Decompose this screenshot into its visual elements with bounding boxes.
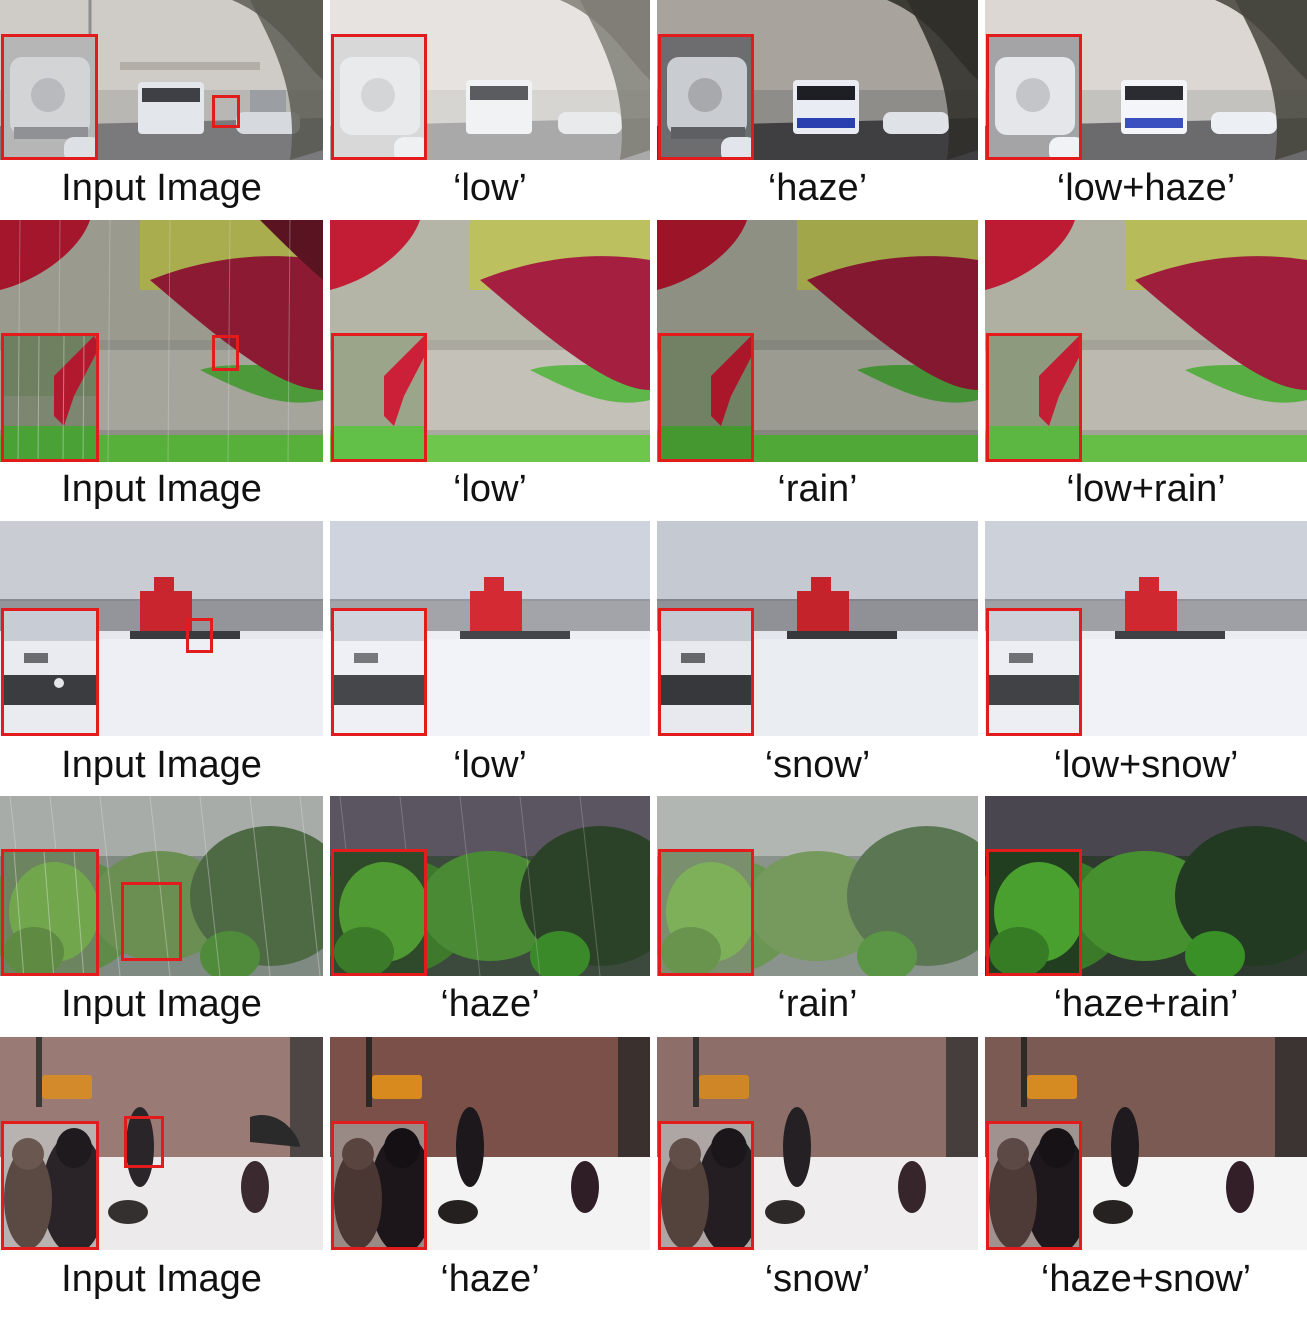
zoom-inset [1, 34, 98, 160]
caption-rain: ‘rain’ [777, 983, 858, 1025]
caption-input-image: Input Image [61, 468, 262, 510]
zoom-inset [658, 1121, 754, 1250]
caption-haze: ‘haze’ [440, 983, 540, 1025]
zoom-inset [1, 849, 99, 976]
cell-low: ‘low’ [330, 521, 650, 791]
zoom-inset [1, 1121, 99, 1250]
zoom-inset [658, 34, 754, 160]
zoom-inset [331, 1121, 427, 1250]
caption-input-image: Input Image [61, 744, 262, 786]
zoom-inset [658, 849, 754, 976]
zoom-inset [331, 608, 427, 736]
cell-low-haze: ‘low+haze’ [985, 0, 1307, 215]
cell-haze: ‘haze’ [657, 0, 978, 215]
cell-input: Input Image [0, 1037, 323, 1324]
cell-input: Input Image [0, 0, 323, 215]
cell-haze: ‘haze’ [330, 796, 650, 1032]
caption-snow: ‘snow’ [764, 744, 871, 786]
caption-low-rain: ‘low+rain’ [1066, 468, 1226, 510]
cell-haze-snow: ‘haze+snow’ [985, 1037, 1307, 1324]
row-city-snow: Input Image [0, 1037, 1307, 1324]
cell-rain: ‘rain’ [657, 220, 978, 515]
caption-low-haze: ‘low+haze’ [1056, 167, 1236, 209]
crop-marker-box [121, 882, 182, 961]
zoom-inset [1, 608, 99, 736]
row-garden-rain: Input Image [0, 220, 1307, 515]
street-scene-image [330, 0, 650, 160]
caption-input-image: Input Image [61, 167, 262, 209]
caption-input-image: Input Image [61, 983, 262, 1025]
cell-low-rain: ‘low+rain’ [985, 220, 1307, 515]
zoom-inset [331, 849, 427, 976]
caption-input-image: Input Image [61, 1258, 262, 1300]
cell-snow: ‘snow’ [657, 521, 978, 791]
cell-haze-rain: ‘haze+rain’ [985, 796, 1307, 1032]
caption-haze-rain: ‘haze+rain’ [1053, 983, 1239, 1025]
caption-low: ‘low’ [453, 744, 527, 786]
row-street-haze: Input Image [0, 0, 1307, 215]
zoom-inset [658, 608, 754, 736]
cell-rain: ‘rain’ [657, 796, 978, 1032]
crop-marker-box [186, 618, 213, 653]
cell-low: ‘low’ [330, 0, 650, 215]
row-forest-rain: Input Image [0, 796, 1307, 1032]
caption-low-snow: ‘low+snow’ [1053, 744, 1239, 786]
zoom-inset [986, 333, 1082, 462]
zoom-inset [331, 34, 427, 160]
street-scene-image [0, 0, 323, 160]
zoom-inset [331, 333, 427, 462]
zoom-inset [986, 34, 1082, 160]
cell-low: ‘low’ [330, 220, 650, 515]
caption-low: ‘low’ [453, 167, 527, 209]
zoom-inset [658, 333, 754, 462]
caption-rain: ‘rain’ [777, 468, 858, 510]
cell-snow: ‘snow’ [657, 1037, 978, 1324]
zoom-inset [1, 333, 99, 462]
cell-low-snow: ‘low+snow’ [985, 521, 1307, 791]
crop-marker-box [212, 95, 240, 128]
zoom-inset [986, 849, 1082, 976]
caption-haze: ‘haze’ [440, 1258, 540, 1300]
caption-low: ‘low’ [453, 468, 527, 510]
crop-marker-box [212, 335, 239, 371]
cell-input: Input Image [0, 796, 323, 1032]
zoom-inset [986, 1121, 1082, 1250]
zoom-inset [986, 608, 1082, 736]
row-lighthouse-snow: Input Image [0, 521, 1307, 791]
cell-input: Input Image [0, 521, 323, 791]
cell-input: Input Image [0, 220, 323, 515]
caption-haze-snow: ‘haze+snow’ [1040, 1258, 1252, 1300]
lighthouse-scene-image [985, 521, 1307, 736]
caption-haze: ‘haze’ [767, 167, 868, 209]
crop-marker-box [124, 1116, 164, 1168]
cell-haze: ‘haze’ [330, 1037, 650, 1324]
caption-snow: ‘snow’ [764, 1258, 871, 1300]
